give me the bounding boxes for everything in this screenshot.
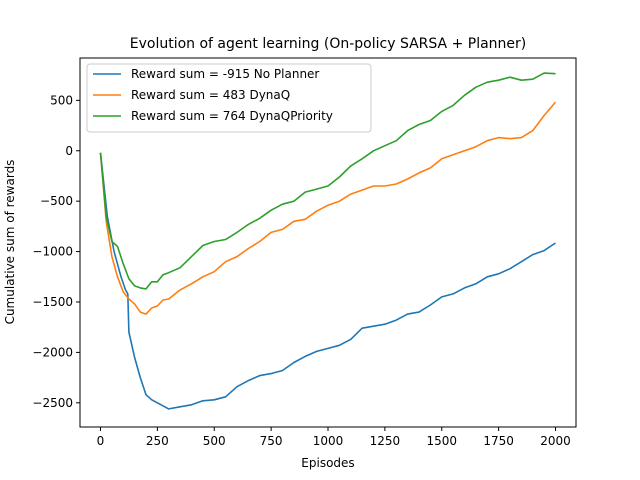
y-tick-label: 500 (50, 93, 73, 107)
y-tick-label: −1000 (32, 245, 73, 259)
y-tick-label: 0 (65, 144, 73, 158)
x-tick-label: 500 (203, 434, 226, 448)
x-tick-label: 1750 (483, 434, 514, 448)
y-axis-title: Cumulative sum of rewards (3, 160, 17, 325)
legend-label-3: Reward sum = 764 DynaQPriority (131, 109, 333, 123)
series-line-3 (99, 72, 556, 290)
x-tick-label: 0 (97, 434, 105, 448)
x-tick-label: 2000 (540, 434, 571, 448)
y-tick-label: −2500 (32, 396, 73, 410)
series-line-1 (99, 152, 556, 410)
series-line-2 (99, 101, 557, 315)
y-tick-label: −500 (40, 194, 73, 208)
x-tick-label: 750 (260, 434, 283, 448)
x-tick-label: 1000 (313, 434, 344, 448)
chart-title: Evolution of agent learning (On-policy S… (130, 36, 527, 52)
legend: Reward sum = -915 No Planner Reward sum =… (86, 63, 372, 133)
y-tick-label: −2000 (32, 345, 73, 359)
y-tick-label: −1500 (32, 295, 73, 309)
x-tick-label: 1250 (370, 434, 401, 448)
x-tick-label: 250 (146, 434, 169, 448)
x-tick-label: 1500 (426, 434, 457, 448)
x-axis-title: Episodes (301, 456, 354, 470)
legend-box (86, 63, 372, 133)
legend-label-2: Reward sum = 483 DynaQ (131, 88, 290, 102)
legend-label-1: Reward sum = -915 No Planner (131, 67, 319, 81)
